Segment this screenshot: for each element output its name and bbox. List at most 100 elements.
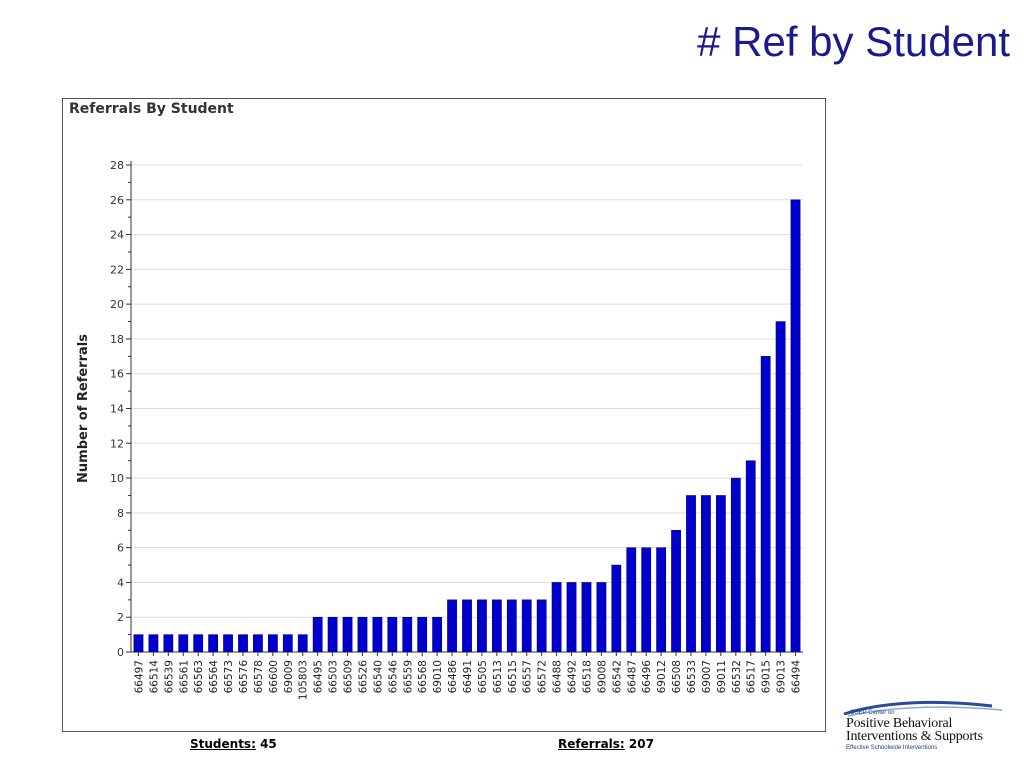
bar-69011 [715,495,726,653]
referrals-label: Referrals: [558,737,625,751]
x-tick-label-66526: 66526 [357,660,369,694]
bar-66533 [686,495,696,653]
y-tick-label: 8 [117,507,124,520]
x-tick-label-66486: 66486 [447,660,459,694]
bar-69009 [282,634,293,653]
x-tick-label-66540: 66540 [372,660,384,693]
y-tick-label: 24 [110,229,124,242]
x-tick-label-66564: 66564 [208,660,220,694]
logo-tagline: Effective Schoolwide Interventions [846,745,938,751]
x-tick-label-66533: 66533 [686,660,698,693]
pbis-logo: OSEP Center on Positive Behavioral Inter… [842,698,1020,754]
bar-66513 [491,599,502,653]
x-tick-label-66505: 66505 [477,660,489,693]
x-tick-label-69011: 69011 [716,660,728,693]
bar-69012 [656,547,667,653]
x-tick-label-66572: 66572 [537,660,549,693]
bar-66494 [790,199,801,653]
bar-66576 [238,634,248,653]
x-tick-label-66600: 66600 [268,660,280,693]
bar-66572 [536,599,547,653]
y-tick-label: 0 [117,646,124,659]
x-tick-label-69009: 69009 [283,660,295,693]
x-tick-label-66514: 66514 [148,660,160,694]
bar-69013 [775,321,786,653]
bar-66517 [745,460,756,653]
x-tick-label-66542: 66542 [611,660,623,693]
logo-small-text: OSEP Center on [850,710,895,716]
y-tick-label: 28 [110,159,124,172]
y-tick-label: 20 [110,298,124,311]
x-tick-label-66559: 66559 [402,660,414,693]
x-tick-label-66561: 66561 [178,660,190,693]
bar-66539 [163,634,174,653]
x-tick-label-105803: 105803 [298,660,310,700]
y-tick-label: 10 [110,472,124,485]
bar-66492 [566,582,577,653]
bar-66546 [387,616,398,653]
logo-line2: Interventions & Supports [846,729,983,744]
y-axis-label: Number of Referrals [76,334,91,483]
bar-66505 [477,599,487,653]
referrals-bar-chart: Referrals By Student02468101214161820222… [69,101,803,700]
y-tick-label: 18 [110,333,124,346]
x-tick-label-66576: 66576 [238,660,250,694]
x-tick-label-66503: 66503 [328,660,340,693]
bar-66514 [148,634,159,653]
x-tick-label-66492: 66492 [567,660,579,693]
x-tick-label-66557: 66557 [522,660,534,693]
y-tick-label: 12 [110,437,124,450]
bar-66486 [447,599,457,653]
y-tick-label: 22 [110,263,124,276]
y-tick-label: 6 [117,542,124,555]
bar-66563 [193,634,204,653]
bar-66487 [626,547,637,653]
x-tick-label-66578: 66578 [253,660,265,693]
y-tick-label: 2 [117,611,124,624]
bar-66518 [581,582,592,653]
bar-66526 [357,616,368,653]
bar-66495 [312,616,323,653]
x-tick-label-69010: 69010 [432,660,444,693]
bar-66557 [521,599,532,653]
referrals-count: 207 [628,737,654,751]
x-tick-label-69012: 69012 [656,660,668,693]
x-tick-label-66508: 66508 [671,660,683,693]
y-tick-label: 16 [110,368,124,381]
bar-66568 [417,616,428,653]
bar-105803 [297,634,308,653]
referrals-summary: Referrals: 207 [558,737,654,751]
bar-69015 [760,356,771,653]
bar-66503 [327,616,338,653]
x-tick-label-66497: 66497 [133,660,145,693]
x-tick-label-66546: 66546 [387,660,399,694]
bar-66497 [133,634,144,653]
y-tick-label: 4 [117,576,124,589]
x-tick-label-69015: 69015 [761,660,773,693]
students-summary: Students: 45 [190,737,277,751]
x-tick-label-69013: 69013 [776,660,788,693]
bar-69007 [701,495,711,653]
chart-frame: Referrals By Student 0 2 4 6 8 10 12 14 16 18 20 22 2… [62,98,826,732]
bar-66542 [611,564,622,653]
students-count: 45 [260,737,277,751]
bar-66600 [267,634,278,653]
bar-66496 [641,547,652,653]
students-label: Students: [190,737,256,751]
chart-title: Referrals By Student [69,101,234,117]
x-tick-label-66488: 66488 [552,660,564,693]
bar-66578 [253,634,263,653]
x-tick-label-66568: 66568 [417,660,429,693]
x-tick-label-66518: 66518 [581,660,593,693]
bar-66508 [671,530,681,653]
y-tick-label: 26 [110,194,124,207]
bar-66540 [372,616,383,653]
x-tick-label-69008: 69008 [596,660,608,693]
bar-66561 [178,634,189,653]
x-tick-label-69007: 69007 [701,660,713,693]
bar-66515 [506,599,517,653]
x-tick-label-66532: 66532 [731,660,743,693]
y-tick-label: 14 [110,403,124,416]
bar-66532 [730,477,741,653]
